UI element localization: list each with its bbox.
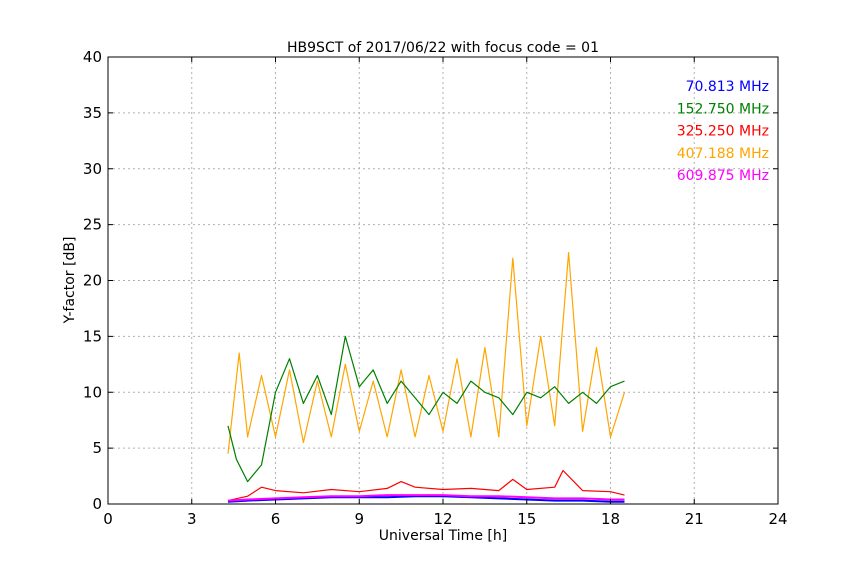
x-axis-label: Universal Time [h] (379, 528, 507, 544)
y-tick-label: 30 (83, 160, 102, 178)
y-tick-label: 20 (83, 272, 102, 290)
series-line-0 (227, 495, 625, 503)
series-line-2 (227, 469, 625, 502)
y-axis-label: Y-factor [dB] (62, 237, 78, 325)
x-tick-label: 15 (517, 510, 536, 528)
legend-entry-2: 325.250 MHz (677, 124, 769, 140)
y-tick-label: 15 (83, 327, 102, 345)
x-tick-label: 21 (685, 510, 704, 528)
legend-entry-1: 152.750 MHz (677, 101, 769, 117)
y-tick-label: 5 (92, 439, 102, 457)
y-tick-label: 10 (83, 383, 102, 401)
y-tick-label: 25 (83, 216, 102, 234)
legend: 70.813 MHz 152.750 MHz 325.250 MHz 407.188 … (677, 79, 769, 184)
x-tick-label: 6 (271, 510, 281, 528)
x-tick-label: 24 (768, 510, 787, 528)
x-tick-label: 0 (103, 510, 113, 528)
series-line-1 (227, 335, 625, 483)
legend-entry-0: 70.813 MHz (686, 79, 769, 95)
x-tick-label: 12 (433, 510, 452, 528)
x-tick-label: 3 (187, 510, 197, 528)
series-layer (227, 252, 626, 503)
y-tick-label: 35 (83, 104, 102, 122)
legend-entry-4: 609.875 MHz (677, 168, 769, 184)
x-tick-label: 9 (354, 510, 364, 528)
y-tick-label: 40 (83, 48, 102, 66)
chart-title: HB9SCT of 2017/06/22 with focus code = 0… (287, 40, 599, 56)
legend-entry-3: 407.188 MHz (677, 146, 769, 162)
x-tick-label: 18 (601, 510, 620, 528)
axes: 0 3 6 9 12 15 18 21 24 0 5 10 15 20 25 30 35 40 (83, 48, 788, 528)
series-line-4 (227, 494, 625, 502)
y-tick-label: 0 (92, 495, 102, 513)
